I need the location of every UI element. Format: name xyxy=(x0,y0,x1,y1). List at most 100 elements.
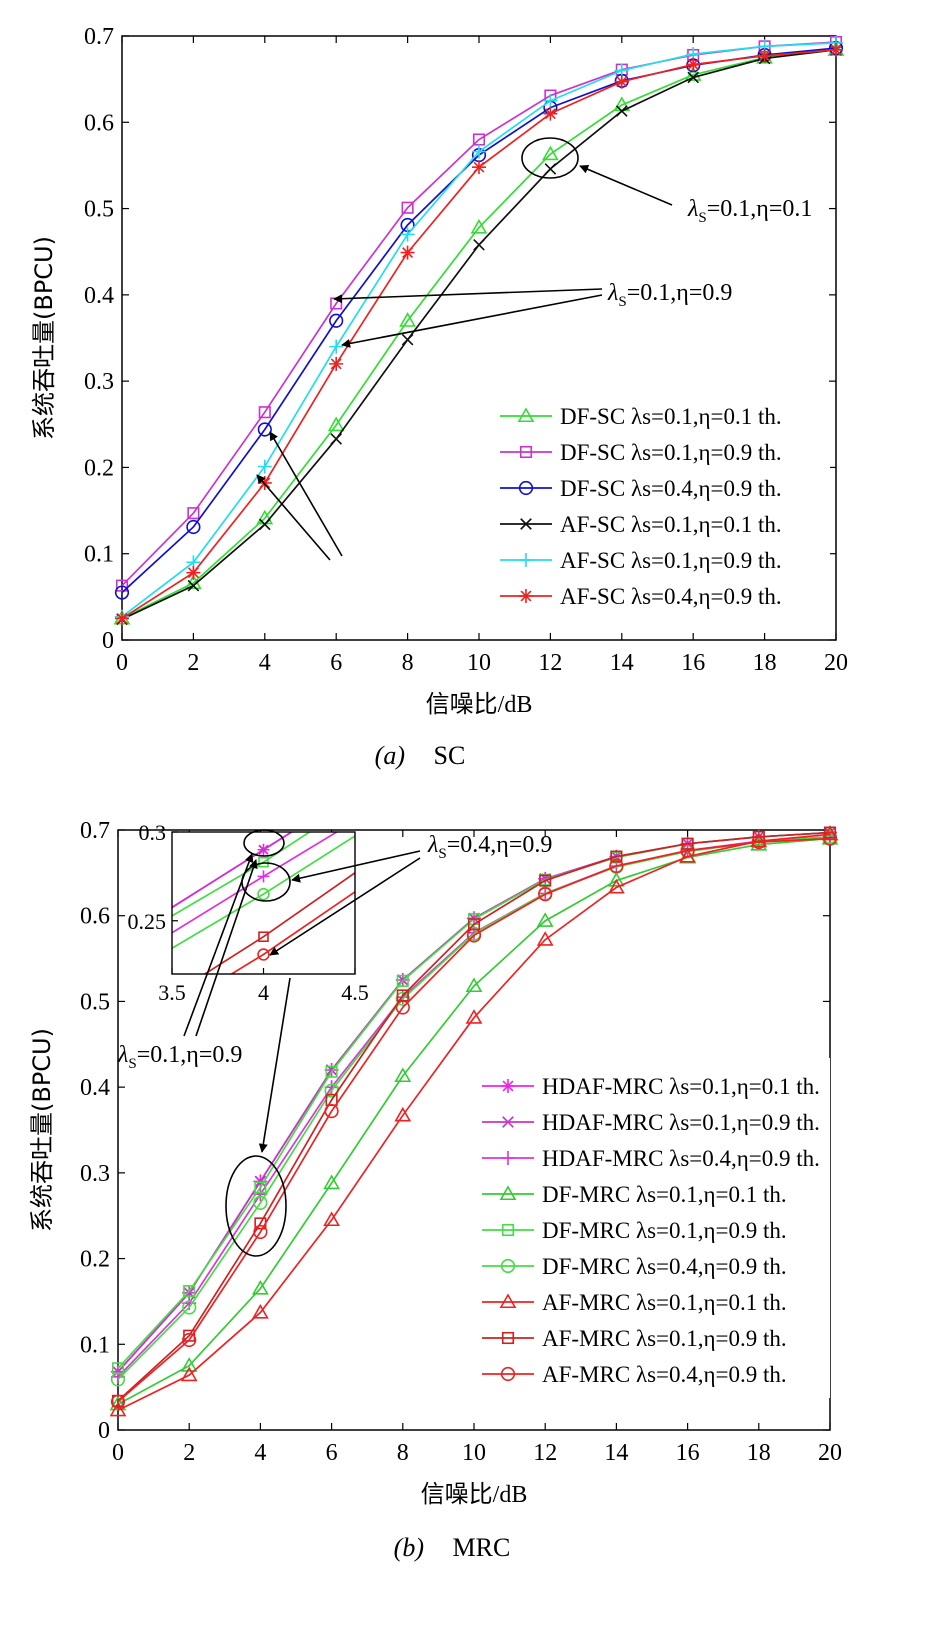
inset-point-1 xyxy=(258,844,269,855)
legend-label-b-6: AF-MRC λs=0.1,η=0.1 th. xyxy=(542,1290,787,1315)
legend-item-b-8: AF-MRC λs=0.4,η=0.9 th. xyxy=(482,1362,787,1387)
annotation-arrow-b1 xyxy=(291,850,421,883)
x-tick-label-b-5: 10 xyxy=(462,1440,486,1466)
annotation-a1-prefix: λ xyxy=(687,196,698,222)
inset-axes: 3.5 4 4.5 0.25 0.3 xyxy=(128,820,369,1005)
series-line-a-0 xyxy=(121,48,837,620)
series-a-3 xyxy=(116,43,842,626)
legend-label-b-5: DF-MRC λs=0.4,η=0.9 th. xyxy=(542,1254,787,1279)
inset-point-4 xyxy=(258,856,269,868)
annotation-arrow-a2 xyxy=(333,288,603,304)
y-tick-label-a-2: 0.2 xyxy=(84,455,114,481)
legend-marker-b-0 xyxy=(501,1079,515,1093)
x-tick-label-a-7: 14 xyxy=(610,650,634,676)
data-point-a-4-2 xyxy=(257,459,272,474)
legend-bg-a xyxy=(492,388,830,620)
inset-series-7 xyxy=(203,871,355,974)
x-tick-label-b-3: 6 xyxy=(326,1440,338,1466)
highlight-ellipse-a xyxy=(521,137,579,179)
legend-item-b-6: AF-MRC λs=0.1,η=0.1 th. xyxy=(482,1290,787,1315)
panel-b-mrc: 0 2 4 6 8 10 12 14 16 18 2000.10.20.30.40.50.60.7 … xyxy=(28,818,842,1562)
inset-line-4 xyxy=(172,832,312,917)
x-tick-label-a-2: 4 xyxy=(259,650,271,676)
inset-series-2 xyxy=(172,832,339,934)
annotation-a2-rest: =0.1,η=0.9 xyxy=(627,280,733,306)
series-line-b-8 xyxy=(117,837,831,1403)
x-tick-label-b-2: 4 xyxy=(254,1440,266,1466)
inset-series-4 xyxy=(172,832,312,917)
data-point-b-4-4 xyxy=(396,974,409,987)
data-point-b-7-8 xyxy=(681,837,694,850)
annotation-arrow-b5 xyxy=(195,859,258,1037)
legend-label-b-3: DF-MRC λs=0.1,η=0.1 th. xyxy=(542,1182,787,1207)
legend-marker-b-7 xyxy=(501,1331,515,1345)
legend-item-b-5: DF-MRC λs=0.4,η=0.9 th. xyxy=(482,1254,787,1279)
legend-marker-b-2 xyxy=(501,1151,515,1165)
data-point-a-3-2 xyxy=(258,518,271,531)
data-point-b-6-0 xyxy=(109,1401,127,1417)
y-tick-label-a-7: 0.7 xyxy=(84,24,114,50)
annotation-b1-sub: S xyxy=(438,846,446,862)
legend-item-b-4: DF-MRC λs=0.1,η=0.9 th. xyxy=(482,1218,787,1243)
data-point-a-1-0 xyxy=(115,579,129,592)
annotation-b2: λS=0.1,η=0.9 xyxy=(117,1042,242,1072)
legend-item-a-2: DF-SC λs=0.4,η=0.9 th. xyxy=(500,476,782,501)
annotation-a2-sub: S xyxy=(618,294,626,310)
data-point-a-5-8 xyxy=(686,57,701,72)
y-tick-label-b-5: 0.5 xyxy=(80,989,110,1015)
data-point-b-3-9 xyxy=(750,835,768,851)
legend-b: HDAF-MRC λs=0.1,η=0.1 th. HDAF-MRC λs=0.1… xyxy=(474,1058,830,1398)
series-line-b-7 xyxy=(117,831,831,1402)
inset-point-3 xyxy=(258,1066,270,1077)
x-tick-label-a-4: 8 xyxy=(402,650,414,676)
y-tick-label-b-7: 0.7 xyxy=(80,818,110,844)
data-point-a-4-3 xyxy=(329,339,344,354)
series-b-8 xyxy=(110,831,838,1409)
inset-y-tick-label-0: 0.25 xyxy=(128,909,167,934)
inset-x-tick-label-1: 4 xyxy=(258,980,269,1005)
x-tick-label-b-1: 2 xyxy=(183,1440,195,1466)
inset-series-group xyxy=(172,832,355,1077)
data-point-b-3-2 xyxy=(252,1279,269,1295)
legend-marker-a-3 xyxy=(520,518,532,530)
inset-x-tick-label-0: 3.5 xyxy=(158,980,186,1005)
data-point-b-3-5 xyxy=(465,977,483,993)
data-point-a-2-2 xyxy=(257,422,272,437)
legend-label-a-1: DF-SC λs=0.1,η=0.9 th. xyxy=(560,440,782,465)
data-point-b-2-0 xyxy=(111,1369,125,1384)
data-point-b-8-10 xyxy=(822,831,838,846)
annotation-arrow-b4 xyxy=(183,853,254,1037)
x-tick-label-b-10: 20 xyxy=(818,1440,842,1466)
y-tick-label-b-3: 0.3 xyxy=(80,1161,110,1187)
data-point-a-5-9 xyxy=(757,48,772,63)
inset-x-tick-label-2: 4.5 xyxy=(341,980,369,1005)
legend-label-a-5: AF-SC λs=0.4,η=0.9 th. xyxy=(560,584,782,609)
data-point-b-3-7 xyxy=(608,871,625,887)
data-point-a-5-10 xyxy=(829,42,843,57)
legend-marker-a-0 xyxy=(517,407,535,423)
annotation-b1-prefix: λ xyxy=(427,832,438,858)
legend-label-a-0: DF-SC λs=0.1,η=0.1 th. xyxy=(560,404,782,429)
data-point-b-8-0 xyxy=(110,1394,126,1409)
data-point-a-3-8 xyxy=(687,71,700,84)
main-ellipse-b xyxy=(225,1155,287,1257)
y-tick-label-a-3: 0.3 xyxy=(84,369,114,395)
data-point-a-0-3 xyxy=(327,416,345,432)
axes-b: 0 2 4 6 8 10 12 14 16 18 20 0 0.1 0.2 0.3 0.4 0.5 0.6 0.7 xyxy=(80,818,842,1466)
legend-item-a-5: AF-SC λs=0.4,η=0.9 th. xyxy=(500,584,782,609)
data-point-b-6-7 xyxy=(608,878,625,894)
data-point-a-3-5 xyxy=(473,238,485,251)
data-point-b-7-6 xyxy=(539,874,552,887)
legend-marker-b-4 xyxy=(501,1223,515,1237)
legend-marker-b-1 xyxy=(502,1116,514,1128)
data-point-b-7-7 xyxy=(610,850,623,863)
series-line-b-3 xyxy=(117,837,831,1406)
x-tick-label-a-8: 16 xyxy=(681,650,705,676)
x-tick-label-a-10: 20 xyxy=(824,650,848,676)
data-point-b-5-2 xyxy=(253,1195,268,1210)
legend-marker-b-5 xyxy=(500,1258,516,1274)
data-point-a-4-6 xyxy=(543,93,558,108)
inset-series-1 xyxy=(172,832,294,909)
data-point-b-8-7 xyxy=(609,858,624,874)
annotation-b2-prefix: λ xyxy=(117,1042,128,1068)
